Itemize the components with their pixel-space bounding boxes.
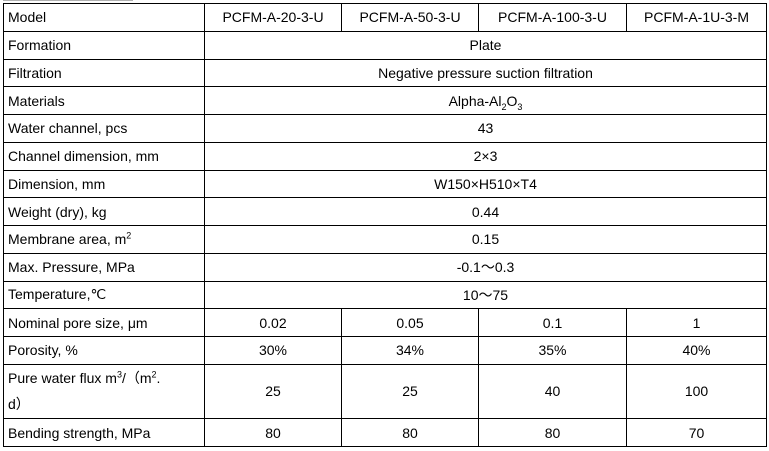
porosity-value: 30% bbox=[204, 336, 342, 365]
top-rule bbox=[3, 0, 133, 1]
model-name: PCFM-A-50-3-U bbox=[341, 3, 479, 32]
bending-strength-row: Bending strength, MPa 80 80 80 70 bbox=[3, 418, 767, 447]
temperature-row: Temperature,℃ 10～75 bbox=[3, 280, 767, 310]
materials-value-mid: O bbox=[506, 92, 518, 109]
water-channel-row: Water channel, pcs 43 bbox=[3, 114, 767, 143]
membrane-area-label: Membrane area, m2 bbox=[3, 225, 205, 254]
water-flux-label-line2: d） bbox=[8, 396, 30, 413]
formation-label: Formation bbox=[3, 30, 205, 60]
materials-value-prefix: Alpha-Al bbox=[448, 92, 502, 109]
channel-dimension-value: 2×3 bbox=[204, 141, 767, 171]
dimension-row: Dimension, mm W150×H510×T4 bbox=[3, 169, 767, 199]
membrane-area-row: Membrane area, m2 0.15 bbox=[3, 225, 767, 254]
formation-row: Formation Plate bbox=[3, 30, 767, 60]
membrane-area-value: 0.15 bbox=[204, 225, 767, 254]
pore-size-row: Nominal pore size, μm 0.02 0.05 0.1 1 bbox=[3, 308, 767, 337]
temperature-value: 10～75 bbox=[204, 280, 767, 310]
water-flux-value: 100 bbox=[626, 363, 767, 420]
materials-value: Alpha-Al2O3 bbox=[204, 86, 767, 115]
water-flux-label: Pure water flux m3/（m2. d） bbox=[3, 363, 205, 420]
water-flux-label-text: Pure water flux m bbox=[8, 370, 117, 387]
bending-strength-value: 80 bbox=[478, 418, 627, 447]
header-label: Model bbox=[3, 3, 205, 32]
water-flux-label-text: . bbox=[156, 370, 161, 387]
membrane-area-label-superscript: 2 bbox=[126, 230, 132, 241]
header-row: Model PCFM-A-20-3-U PCFM-A-50-3-U PCFM-A… bbox=[3, 3, 767, 32]
channel-dimension-row: Channel dimension, mm 2×3 bbox=[3, 141, 767, 171]
materials-label: Materials bbox=[3, 86, 205, 115]
filtration-value: Negative pressure suction filtration bbox=[204, 58, 767, 88]
pore-size-value: 0.05 bbox=[341, 308, 479, 337]
dimension-value: W150×H510×T4 bbox=[204, 169, 767, 199]
water-flux-label-line1: Pure water flux m3/（m2. bbox=[8, 370, 160, 386]
filtration-row: Filtration Negative pressure suction fil… bbox=[3, 58, 767, 88]
water-flux-value: 40 bbox=[478, 363, 627, 420]
water-channel-value: 43 bbox=[204, 114, 767, 143]
water-flux-value: 25 bbox=[341, 363, 479, 420]
porosity-label: Porosity, % bbox=[3, 336, 205, 365]
water-flux-label-text: /（m bbox=[121, 370, 152, 387]
water-flux-label-superscript: 3 bbox=[116, 369, 122, 380]
max-pressure-row: Max. Pressure, MPa -0.1～0.3 bbox=[3, 252, 767, 282]
porosity-value: 35% bbox=[478, 336, 627, 365]
specification-table: Model PCFM-A-20-3-U PCFM-A-50-3-U PCFM-A… bbox=[3, 3, 767, 447]
porosity-row: Porosity, % 30% 34% 35% 40% bbox=[3, 336, 767, 365]
formation-value: Plate bbox=[204, 30, 767, 60]
pore-size-value: 0.1 bbox=[478, 308, 627, 337]
weight-row: Weight (dry), kg 0.44 bbox=[3, 197, 767, 226]
bending-strength-value: 80 bbox=[204, 418, 342, 447]
materials-value-subscript: 2 bbox=[501, 101, 507, 112]
model-name: PCFM-A-20-3-U bbox=[204, 3, 342, 32]
weight-label: Weight (dry), kg bbox=[3, 197, 205, 226]
water-channel-label: Water channel, pcs bbox=[3, 114, 205, 143]
bending-strength-value: 80 bbox=[341, 418, 479, 447]
max-pressure-label: Max. Pressure, MPa bbox=[3, 252, 205, 282]
bending-strength-value: 70 bbox=[626, 418, 767, 447]
water-flux-row: Pure water flux m3/（m2. d） 25 25 40 100 bbox=[3, 363, 767, 420]
materials-row: Materials Alpha-Al2O3 bbox=[3, 86, 767, 115]
porosity-value: 40% bbox=[626, 336, 767, 365]
dimension-label: Dimension, mm bbox=[3, 169, 205, 199]
temperature-label: Temperature,℃ bbox=[3, 280, 205, 310]
pore-size-value: 1 bbox=[626, 308, 767, 337]
membrane-area-label-text: Membrane area, m bbox=[8, 231, 127, 248]
bending-strength-label: Bending strength, MPa bbox=[3, 418, 205, 447]
materials-value-subscript: 3 bbox=[517, 101, 523, 112]
water-flux-label-superscript: 2 bbox=[151, 369, 157, 380]
model-name: PCFM-A-1U-3-M bbox=[626, 3, 767, 32]
pore-size-label: Nominal pore size, μm bbox=[3, 308, 205, 337]
weight-value: 0.44 bbox=[204, 197, 767, 226]
pore-size-value: 0.02 bbox=[204, 308, 342, 337]
filtration-label: Filtration bbox=[3, 58, 205, 88]
model-name: PCFM-A-100-3-U bbox=[478, 3, 627, 32]
channel-dimension-label: Channel dimension, mm bbox=[3, 141, 205, 171]
max-pressure-value: -0.1～0.3 bbox=[204, 252, 767, 282]
water-flux-value: 25 bbox=[204, 363, 342, 420]
porosity-value: 34% bbox=[341, 336, 479, 365]
